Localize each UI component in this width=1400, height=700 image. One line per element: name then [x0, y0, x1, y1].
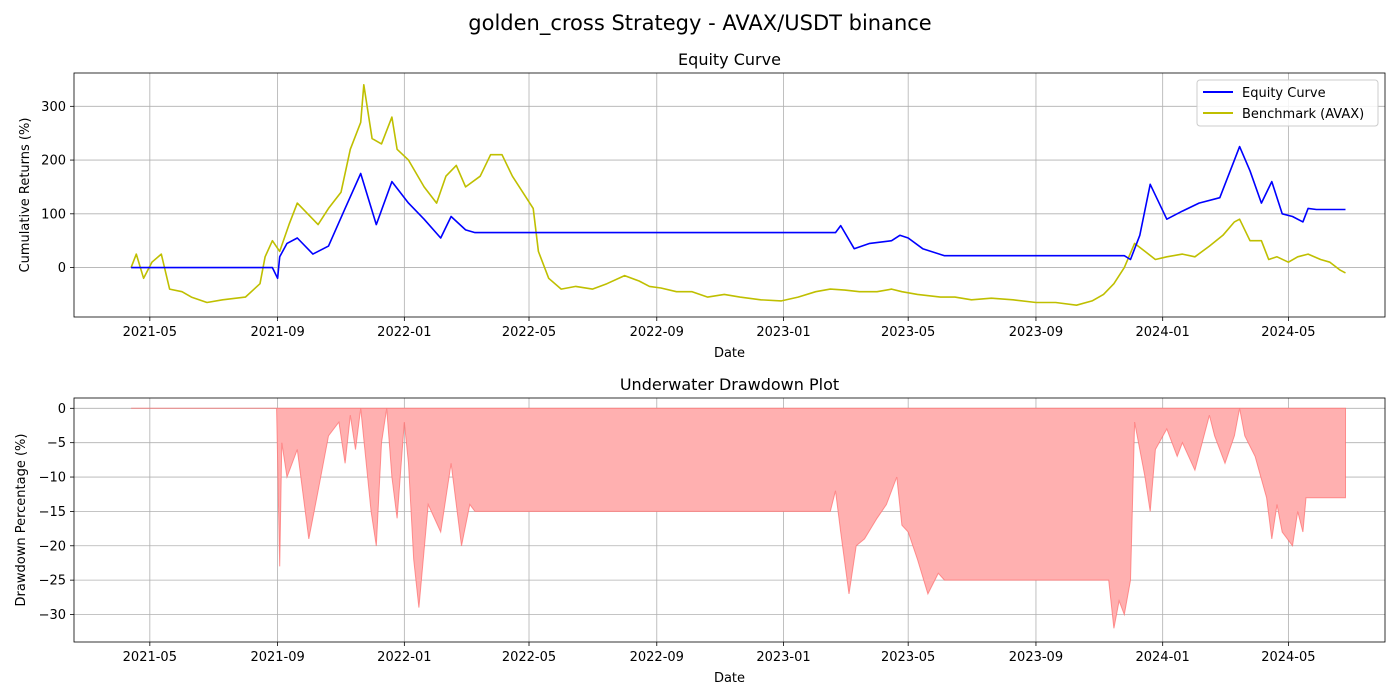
- legend: Equity Curve Benchmark (AVAX): [1196, 79, 1379, 127]
- drawdown-title: Underwater Drawdown Plot: [620, 375, 839, 394]
- equity-x-tick-label: 2023-05: [881, 325, 935, 340]
- suptitle: golden_cross Strategy - AVAX/USDT binanc…: [468, 11, 931, 36]
- equity-x-tick-label: 2023-01: [756, 325, 810, 340]
- equity-xlabel: Date: [714, 346, 745, 361]
- equity-x-tick-label: 2024-01: [1136, 325, 1190, 340]
- equity-ylabel: Cumulative Returns (%): [18, 118, 33, 273]
- equity-y-tick-label: 200: [41, 154, 66, 169]
- drawdown-y-tick-label: −5: [47, 436, 66, 451]
- legend-equity-label: Equity Curve: [1242, 86, 1326, 101]
- drawdown-axes-frame: [73, 397, 1386, 643]
- equity-x-tick-label: 2024-05: [1261, 325, 1315, 340]
- equity-y-tick-label: 0: [58, 261, 66, 276]
- benchmark-line: [130, 84, 1346, 306]
- equity-x-tick-label: 2022-05: [502, 325, 556, 340]
- drawdown-x-tick-label: 2022-05: [502, 650, 556, 665]
- drawdown-x-tick-label: 2023-01: [756, 650, 810, 665]
- equity-y-tick-label: 100: [41, 207, 66, 222]
- drawdown-y-tick-label: 0: [58, 402, 66, 417]
- drawdown-y-tick-label: −30: [39, 608, 66, 623]
- equity-x-tick-label: 2022-09: [630, 325, 684, 340]
- drawdown-x-ticks: 2021-05 2021-09 2022-01 2022-05 2022-09 2023-…: [123, 642, 1316, 665]
- drawdown-ylabel: Drawdown Percentage (%): [14, 434, 29, 607]
- drawdown-x-tick-label: 2024-01: [1136, 650, 1190, 665]
- drawdown-x-tick-label: 2022-01: [377, 650, 431, 665]
- equity-x-tick-label: 2023-09: [1009, 325, 1063, 340]
- equity-line: [131, 145, 1346, 280]
- equity-x-tick-label: 2021-05: [123, 325, 177, 340]
- equity-title: Equity Curve: [678, 50, 781, 69]
- drawdown-y-ticks: 0 −5 −10 −15 −20 −25 −30: [39, 402, 74, 623]
- drawdown-grid: [74, 398, 1385, 642]
- drawdown-panel: 0 −5 −10 −15 −20 −25 −30 2021-05 2021-09 2022-01…: [14, 375, 1386, 686]
- equity-x-ticks: 2021-05 2021-09 2022-01 2022-05 2022-09 2023-…: [123, 317, 1316, 340]
- drawdown-x-tick-label: 2024-05: [1261, 650, 1315, 665]
- drawdown-x-tick-label: 2023-09: [1009, 650, 1063, 665]
- drawdown-xlabel: Date: [714, 671, 745, 686]
- drawdown-x-tick-label: 2021-09: [250, 650, 304, 665]
- legend-benchmark-label: Benchmark (AVAX): [1242, 107, 1364, 122]
- drawdown-y-tick-label: −20: [39, 539, 66, 554]
- drawdown-y-tick-label: −25: [39, 574, 66, 589]
- drawdown-area: [131, 407, 1346, 629]
- equity-y-ticks: 0 100 200 300: [41, 100, 74, 276]
- equity-x-tick-label: 2022-01: [377, 325, 431, 340]
- equity-grid: [74, 73, 1385, 317]
- drawdown-x-tick-label: 2022-09: [630, 650, 684, 665]
- equity-x-tick-label: 2021-09: [250, 325, 304, 340]
- equity-axes-frame: [73, 72, 1386, 318]
- drawdown-y-tick-label: −15: [39, 505, 66, 520]
- drawdown-x-tick-label: 2023-05: [881, 650, 935, 665]
- drawdown-x-tick-label: 2021-05: [123, 650, 177, 665]
- equity-y-tick-label: 300: [41, 100, 66, 115]
- drawdown-y-tick-label: −10: [39, 471, 66, 486]
- legend-box: [1196, 79, 1379, 127]
